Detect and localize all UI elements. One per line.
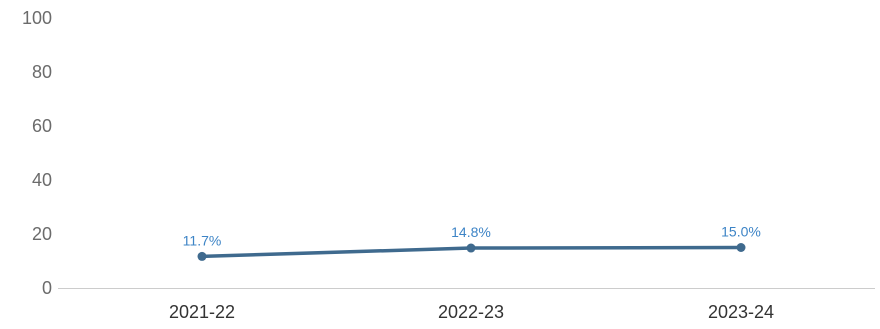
y-tick-label: 0 xyxy=(42,278,52,298)
x-axis-labels: 2021-22 2022-23 2023-24 xyxy=(169,302,774,322)
y-axis-labels: 0 20 40 60 80 100 xyxy=(22,8,52,298)
y-tick-label: 20 xyxy=(32,224,52,244)
data-label: 11.7% xyxy=(183,232,222,248)
data-point xyxy=(466,243,476,253)
data-label: 15.0% xyxy=(721,224,761,240)
x-tick-label: 2022-23 xyxy=(438,302,504,322)
y-tick-label: 80 xyxy=(32,62,52,82)
x-tick-label: 2021-22 xyxy=(169,302,235,322)
data-label: 14.8% xyxy=(451,224,491,240)
data-label-layer: 11.7% 14.8% 15.0% xyxy=(183,224,761,249)
y-tick-label: 40 xyxy=(32,170,52,190)
point-layer xyxy=(197,243,746,261)
y-tick-label: 60 xyxy=(32,116,52,136)
data-point xyxy=(197,251,207,261)
y-tick-label: 100 xyxy=(22,8,52,28)
data-point xyxy=(736,243,746,252)
x-tick-label: 2023-24 xyxy=(708,302,774,322)
